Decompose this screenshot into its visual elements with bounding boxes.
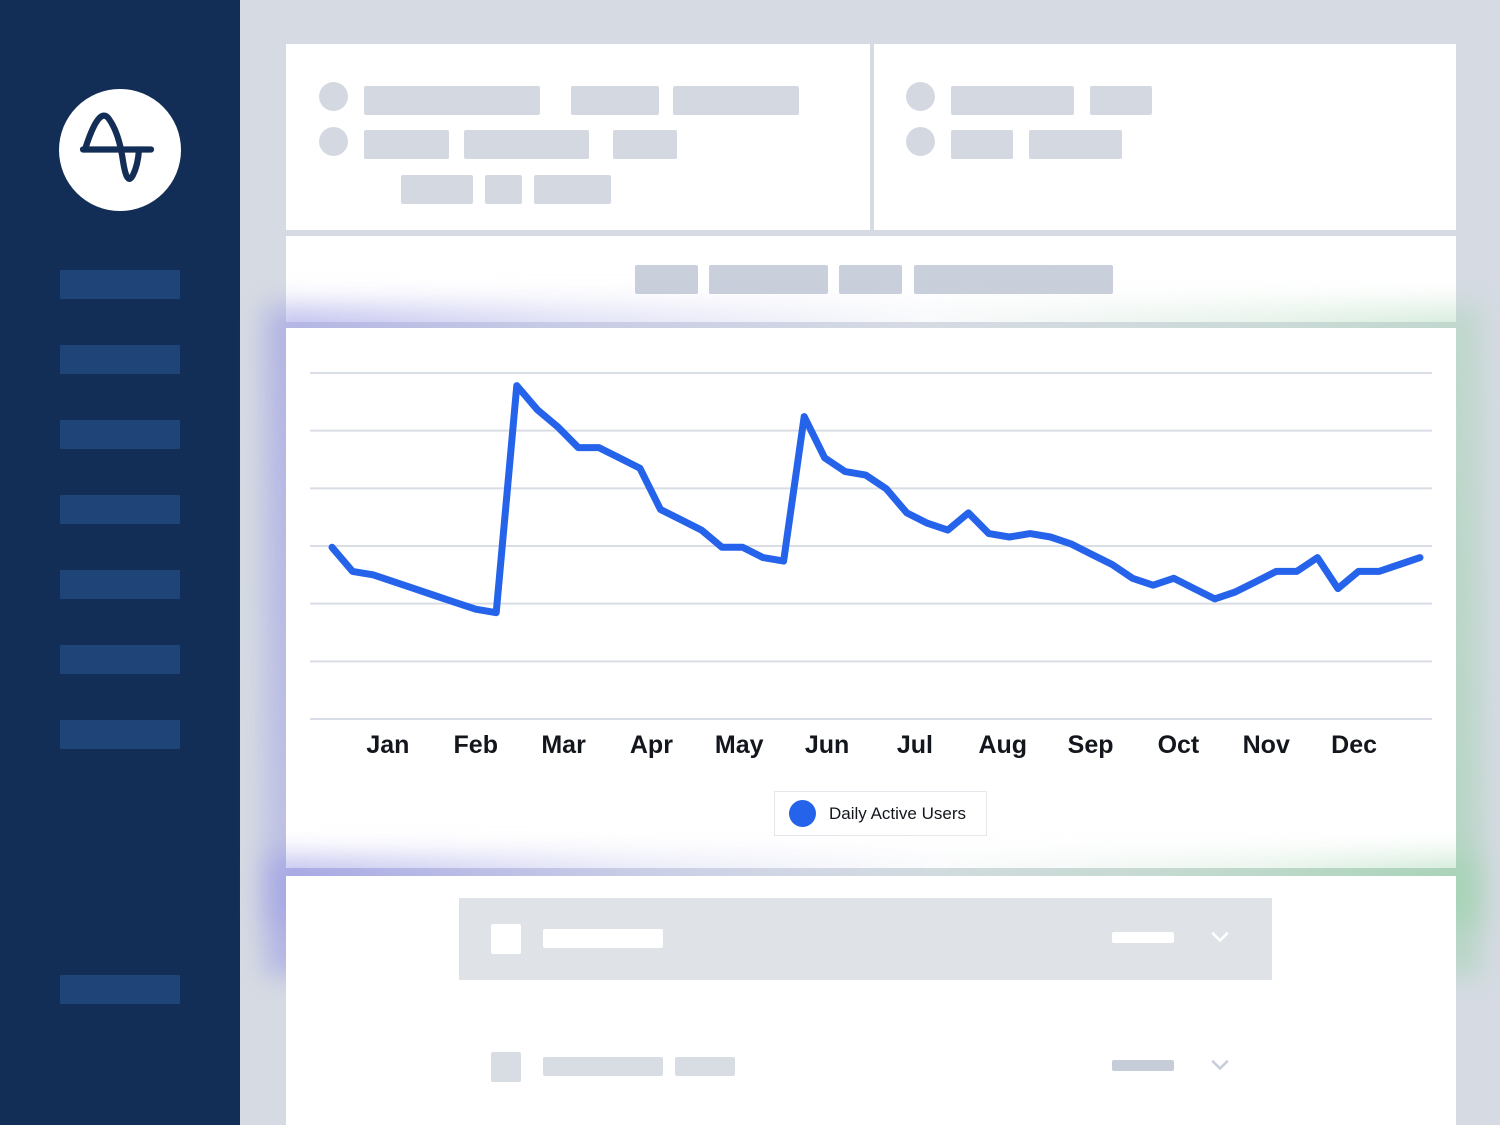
skeleton-line	[951, 86, 1074, 115]
skeleton-line	[673, 86, 799, 115]
x-axis-tick-label: Jul	[897, 731, 933, 759]
toolbar-control-1[interactable]	[635, 265, 698, 294]
skeleton-line	[951, 130, 1013, 159]
skeleton-line	[1029, 130, 1122, 159]
sidebar	[0, 0, 240, 1125]
skeleton-line	[1090, 86, 1152, 115]
sidebar-item-1[interactable]	[60, 270, 180, 299]
skeleton-line	[401, 175, 473, 204]
sidebar-item-2[interactable]	[60, 345, 180, 374]
bullet-dot-icon	[319, 82, 348, 111]
skeleton-line	[364, 86, 540, 115]
sidebar-item-7[interactable]	[60, 720, 180, 749]
toolbar-control-2[interactable]	[709, 265, 828, 294]
x-axis-tick-label: Nov	[1243, 731, 1290, 759]
x-axis-tick-label: Feb	[454, 731, 498, 759]
list-row[interactable]	[459, 898, 1272, 980]
skeleton-line	[534, 175, 611, 204]
skeleton-line	[675, 1057, 735, 1076]
bullet-dot-icon	[906, 127, 935, 156]
chevron-down-icon[interactable]	[1209, 926, 1231, 948]
row-value-skeleton	[1112, 1060, 1174, 1071]
x-axis-tick-label: Apr	[630, 731, 673, 759]
bullet-dot-icon	[906, 82, 935, 111]
chart-card: Jan Feb Mar Apr May Jun Jul Aug Sep Oct Nov Dec Dai…	[286, 328, 1456, 868]
chart-series-line	[328, 382, 1424, 617]
x-axis-tick-label: Oct	[1158, 731, 1200, 759]
skeleton-line	[485, 175, 522, 204]
skeleton-line	[571, 86, 659, 115]
toolbar-control-3[interactable]	[839, 265, 902, 294]
x-axis-tick-label: May	[715, 731, 764, 759]
x-axis-tick-label: Aug	[978, 731, 1027, 759]
x-axis-tick-label: Sep	[1068, 731, 1114, 759]
x-axis-tick-label: Mar	[541, 731, 586, 759]
chevron-down-icon[interactable]	[1209, 1054, 1231, 1076]
sidebar-footer-item[interactable]	[60, 975, 180, 1004]
legend-color-dot-icon	[789, 800, 816, 827]
main-content: Jan Feb Mar Apr May Jun Jul Aug Sep Oct Nov Dec Dai…	[240, 0, 1500, 1125]
skeleton-line	[464, 130, 589, 159]
row-value-skeleton	[1112, 932, 1174, 943]
chart-x-axis-labels: Jan Feb Mar Apr May Jun Jul Aug Sep Oct Nov Dec	[366, 731, 1377, 759]
bullet-dot-icon	[319, 127, 348, 156]
skeleton-line	[543, 1057, 663, 1076]
list-row[interactable]	[459, 1026, 1272, 1108]
row-checkbox[interactable]	[491, 1052, 521, 1082]
toolbar-control-4[interactable]	[914, 265, 1053, 294]
toolbar-control-5[interactable]	[1051, 265, 1113, 294]
skeleton-line	[364, 130, 449, 159]
skeleton-line	[543, 929, 663, 948]
chart-gridlines	[310, 372, 1432, 720]
amplitude-logo-icon[interactable]	[59, 89, 181, 211]
legend-label: Daily Active Users	[829, 803, 966, 823]
sidebar-item-6[interactable]	[60, 645, 180, 674]
summary-card-left	[286, 44, 870, 230]
skeleton-line	[613, 130, 677, 159]
x-axis-tick-label: Jan	[366, 731, 409, 759]
bottom-list-panel	[286, 876, 1456, 1125]
sidebar-item-4[interactable]	[60, 495, 180, 524]
row-checkbox[interactable]	[491, 924, 521, 954]
summary-card-right	[874, 44, 1456, 230]
x-axis-tick-label: Jun	[805, 731, 849, 759]
chart-legend[interactable]: Daily Active Users	[774, 791, 987, 836]
daily-active-users-line-chart[interactable]: Jan Feb Mar Apr May Jun Jul Aug Sep Oct Nov Dec	[286, 328, 1456, 868]
x-axis-tick-label: Dec	[1331, 731, 1377, 759]
sidebar-item-5[interactable]	[60, 570, 180, 599]
sidebar-item-3[interactable]	[60, 420, 180, 449]
